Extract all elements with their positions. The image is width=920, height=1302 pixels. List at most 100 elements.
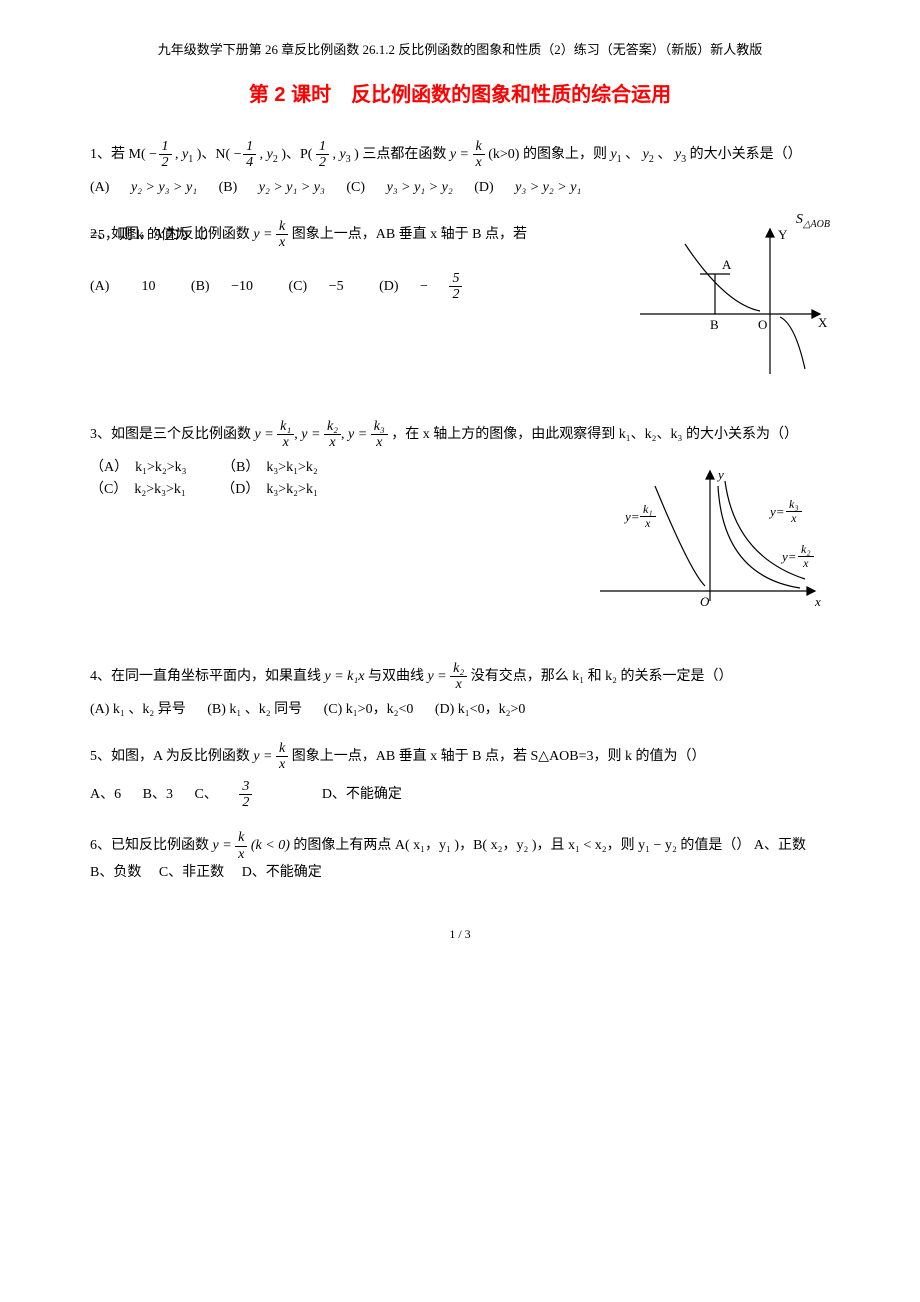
q1-tail3: 的大小关系是（） (690, 147, 802, 162)
q3-f-lhs2: y = (301, 427, 320, 442)
page-title: 第 2 课时 反比例函数的图象和性质的综合运用 (90, 79, 830, 111)
frac-num: k₃ (371, 419, 388, 435)
opt-b-label: (B) (219, 180, 241, 195)
opt-c-label: C、 (194, 787, 217, 802)
q1-mx-frac: 1 2 (159, 139, 172, 171)
header-note: 九年级数学下册第 26 章反比例函数 26.1.2 反比例函数的图象和性质（2）… (90, 40, 830, 61)
q5-f-lhs: y = (253, 749, 272, 764)
opt-c: −5 (329, 279, 344, 294)
frac-num: k₃ (786, 498, 802, 512)
sep: 、 (657, 147, 671, 162)
frac-den: x (235, 847, 247, 862)
q5-frac: k x (276, 741, 288, 773)
opt-c: (C) k₁>0，k₂<0 (324, 702, 414, 717)
opt-c-label: (C) (346, 180, 368, 195)
q1-func-frac: k x (473, 139, 485, 171)
opt-b: y₂ > y₁ > y₃ (259, 180, 325, 195)
opt-b: B、负数 (90, 865, 141, 880)
frac-den: x (324, 435, 341, 450)
opt-c: C、非正数 (159, 865, 224, 880)
frac-den: x (371, 435, 388, 450)
frac-den: x (473, 155, 485, 170)
sub-3: 3 (346, 154, 351, 165)
frac-num: 3 (239, 779, 252, 795)
q6-mid1: 的图像上有两点 A( x₁，y₁ )，B( x₂，y₂ )，且 x₁ < x₂，… (293, 839, 750, 854)
opt-c-frac: 3 2 (239, 779, 270, 811)
frac-num: k₁ (640, 503, 656, 517)
q1-px-frac: 1 2 (316, 139, 329, 171)
opt-b: −10 (231, 279, 253, 294)
opt-b-label: (B) (177, 279, 213, 294)
frac-den: 2 (239, 795, 252, 810)
q3-f1: k₁ x (277, 419, 294, 451)
q2-func-frac: k x (276, 219, 288, 251)
label-k3-y: y= (768, 504, 785, 519)
frac-num: k (473, 139, 485, 155)
page-number: 1 / 3 (90, 925, 830, 944)
frac-num: k₁ (277, 419, 294, 435)
q1-mid1: )、N( (197, 147, 230, 162)
frac-den: 2 (316, 155, 329, 170)
frac-den: 4 (243, 155, 256, 170)
q1-text: 1、若 M( (90, 147, 146, 162)
sub-1b: 1 (617, 154, 622, 165)
sep2: , (341, 427, 348, 442)
q4-prefix: 4、在同一直角坐标平面内，如果直线 (90, 669, 325, 684)
opt-d-label: (D) (365, 279, 402, 294)
q1-choices: (A) y₂ > y₃ > y₁ (B) y₂ > y₁ > y₃ (C) y₃… (90, 177, 830, 199)
q1-func-lhs: y = (450, 147, 469, 162)
q4-frac: k₂ x (450, 661, 467, 693)
frac-num: k₂ (798, 543, 814, 557)
q2-line-b: =5，则 k 的值为（） (90, 225, 217, 247)
q4-mid: 与双曲线 (368, 669, 424, 684)
sub-2: 2 (273, 154, 278, 165)
frac-num: k (276, 741, 288, 757)
question-2: S△AOB Y X A B O 2、如图，A 为反比例函数 y = k x 图象… (90, 219, 830, 379)
sub-3b: 3 (681, 154, 686, 165)
label-o: O (700, 594, 710, 609)
q2-overlap-text: 2、如图，A 为反比例函数 y = k x 图象上一点，AB 垂直 x 轴于 B… (90, 219, 830, 253)
opt-d: D、不能确定 (242, 865, 322, 880)
q1-mid2: )、P( (281, 147, 312, 162)
q5-choices: A、6 B、3 C、 3 2 D、不能确定 (90, 779, 830, 811)
frac-num: k₂ (324, 419, 341, 435)
q5-prefix: 5、如图，A 为反比例函数 (90, 749, 250, 764)
frac-den: x (276, 235, 288, 250)
opt-a: （A） k₁>k₂>k₃ (90, 460, 187, 475)
label-y: y (716, 467, 724, 482)
q4-tail: 没有交点，那么 k₁ 和 k₂ 的关系一定是（） (471, 669, 733, 684)
frac-den: x (640, 517, 656, 530)
q3-tail: ，在 x 轴上方的图像，由此观察得到 k₁、k₂、k₃ 的大小关系为（） (391, 427, 798, 442)
q3-f-lhs3: y = (348, 427, 367, 442)
frac-num: 1 (316, 139, 329, 155)
opt-a: 10 (141, 279, 155, 294)
q3-figure: y x O y= k₁ x y= k₃ x y= k₂ x (590, 461, 830, 631)
sep: 、 (625, 147, 639, 162)
label-x: x (814, 594, 821, 609)
frac-num: k (235, 830, 247, 846)
q6-frac: k x (235, 830, 247, 862)
opt-b: B、3 (143, 787, 173, 802)
opt-a-label: (A) (90, 279, 123, 294)
opt-d-neg: − (420, 279, 428, 294)
opt-a: A、6 (90, 787, 121, 802)
q4-line-eq: y = k₁x (325, 669, 365, 684)
question-3: 3、如图是三个反比例函数 y = k₁ x , y = k₂ x , y = k… (90, 419, 830, 631)
opt-a: A、正数 (754, 839, 806, 854)
opt-b: (B) k₁ 、k₂ 同号 (207, 702, 302, 717)
opt-b: （B） k₃>k₁>k₂ (222, 460, 318, 475)
q3-f3: k₃ x (371, 419, 388, 451)
question-6: 6、已知反比例函数 y = k x (k < 0) 的图像上有两点 A( x₁，… (90, 830, 830, 884)
q2-func-lhs: y = (253, 227, 272, 242)
opt-d: （D） k₃>k₂>k₁ (221, 482, 318, 497)
q6-f-lhs: y = (213, 839, 232, 854)
opt-a: y₂ > y₃ > y₁ (131, 180, 197, 195)
q5-tail: 图象上一点，AB 垂直 x 轴于 B 点，若 S△AOB=3，则 k 的值为（） (292, 749, 706, 764)
opt-c-label: (C) (275, 279, 311, 294)
label-x: X (818, 315, 828, 330)
frac-num: k₂ (450, 661, 467, 677)
q1-tail: (k>0) 的图象上，则 (488, 147, 610, 162)
label-k1-y: y= (623, 509, 640, 524)
question-1: 1、若 M( − 1 2 , y1 )、N( − 1 4 , y2 )、P( 1… (90, 139, 830, 199)
q1-mx-neg: − (149, 147, 157, 162)
